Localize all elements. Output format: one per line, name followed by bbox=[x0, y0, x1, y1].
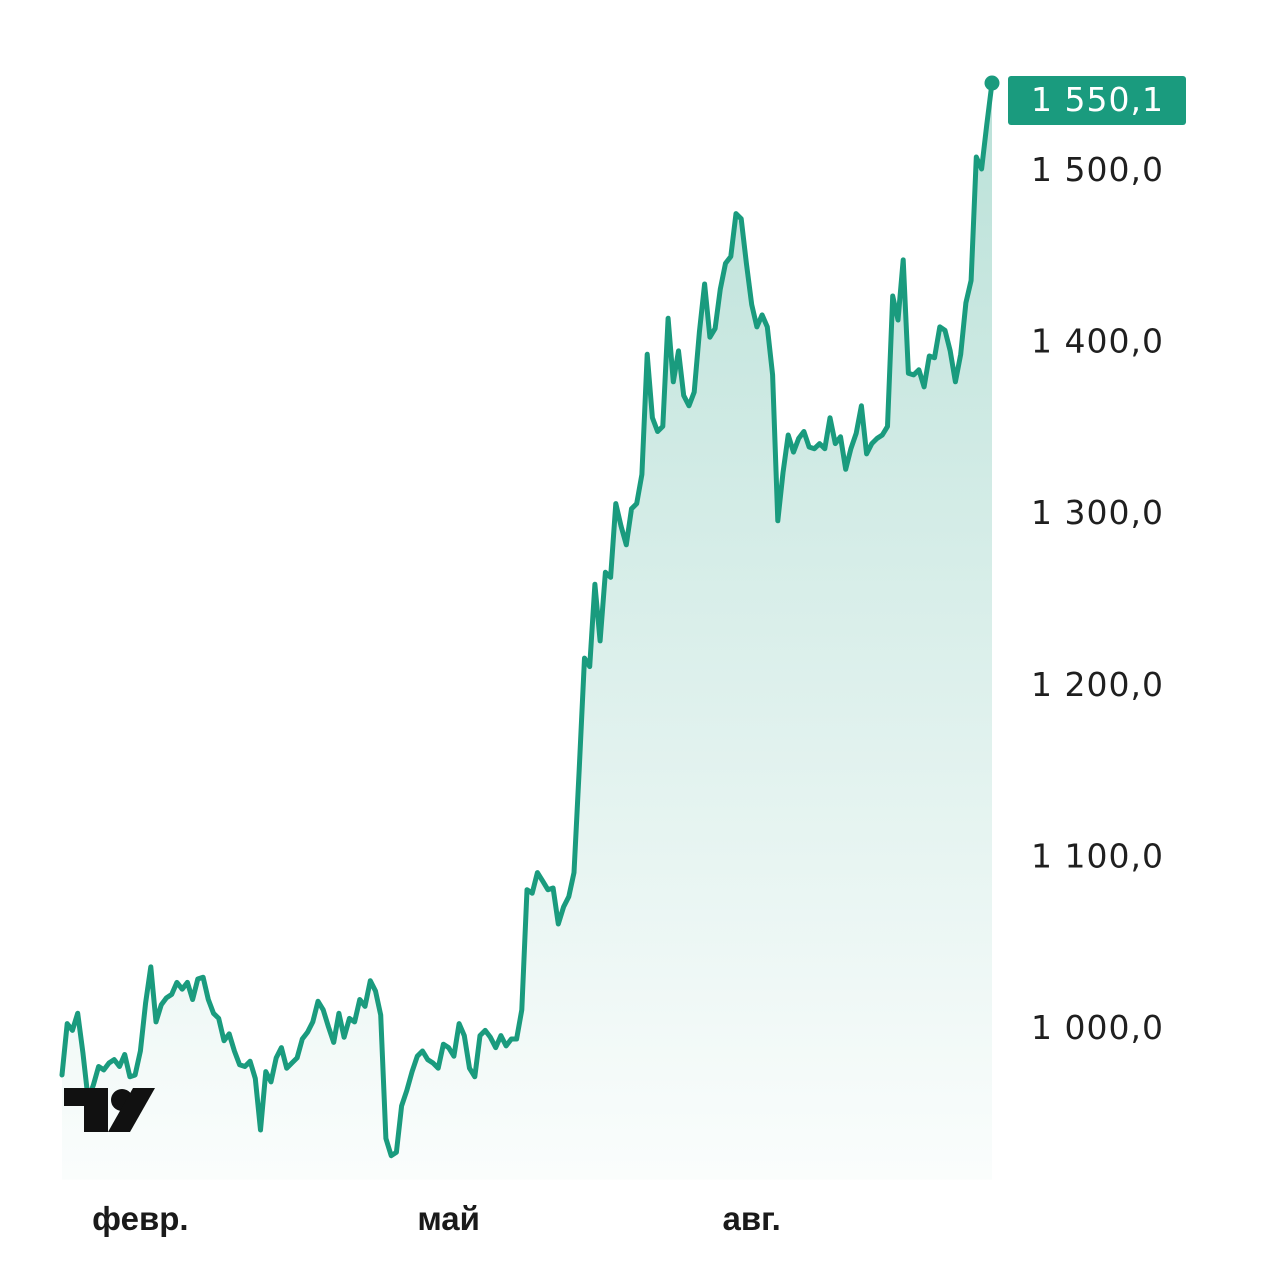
last-value-badge: 1 550,1 bbox=[1008, 76, 1186, 125]
x-tick-label: май bbox=[417, 1200, 480, 1237]
x-tick-label: февр. bbox=[92, 1200, 188, 1237]
y-tick-label: 1 100,0 bbox=[1031, 836, 1164, 875]
y-tick-label: 1 500,0 bbox=[1031, 150, 1164, 189]
price-line bbox=[59, 80, 995, 1159]
y-tick-label: 1 200,0 bbox=[1031, 665, 1164, 704]
x-tick-label: авг. bbox=[723, 1200, 781, 1237]
area-fill bbox=[62, 83, 992, 1180]
y-tick-label: 1 000,0 bbox=[1031, 1008, 1164, 1047]
y-tick-label: 1 300,0 bbox=[1031, 493, 1164, 532]
last-value-badge-bg bbox=[1008, 76, 1186, 125]
y-axis: 1 000,0 1 100,0 1 200,0 1 300,0 1 400,0 1 500… bbox=[1031, 150, 1164, 1047]
tradingview-logo bbox=[64, 1088, 155, 1132]
last-value-label: 1 550,1 bbox=[1031, 80, 1164, 119]
y-tick-label: 1 400,0 bbox=[1031, 322, 1164, 361]
last-point-marker bbox=[984, 75, 1000, 91]
x-axis: февр. май авг. bbox=[92, 1200, 781, 1237]
